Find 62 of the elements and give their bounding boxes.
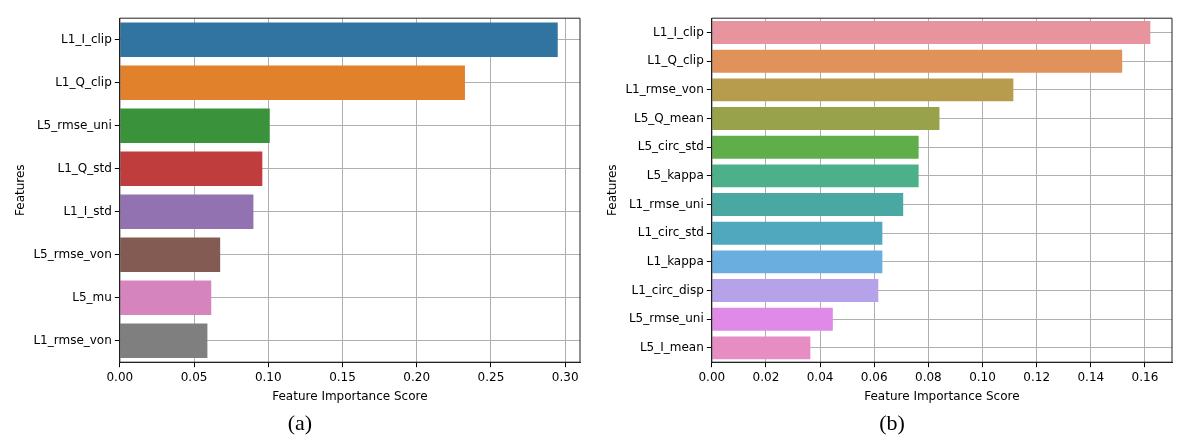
text: (a) [287, 410, 313, 436]
x-tick-label: 0.10 [969, 369, 996, 384]
y-tick-label: L5_I_mean [639, 339, 704, 354]
bar [712, 135, 919, 159]
x-tick-label: 0.04 [806, 369, 834, 384]
bar [120, 323, 208, 358]
y-tick-label: L5_rmse_uni [36, 117, 112, 132]
x-tick-label: 0.06 [860, 369, 888, 384]
y-tick-label: L1_I_clip [61, 31, 112, 46]
y-tick-label: L1_rmse_von [625, 81, 704, 96]
x-axis-title: Feature Importance Score [272, 388, 428, 403]
x-tick-label: 0.00 [106, 369, 134, 384]
y-tick-label: L5_rmse_von [33, 246, 112, 261]
bar [712, 250, 883, 274]
bar [712, 107, 940, 130]
bar [712, 193, 904, 216]
y-tick-label: L1_rmse_uni [628, 196, 704, 211]
y-tick-label: L5_mu [72, 289, 112, 304]
bar [712, 21, 1151, 44]
y-tick-label: L1_circ_disp [631, 282, 704, 297]
bar [120, 194, 254, 229]
y-tick-label: L5_rmse_uni [628, 311, 704, 326]
x-tick-label: 0.00 [698, 369, 726, 384]
y-tick-label: L1_Q_clip [55, 74, 112, 89]
bar [712, 49, 1123, 73]
y-tick-label: L5_kappa [646, 167, 704, 182]
x-tick-label: 0.12 [1023, 369, 1051, 384]
y-tick-label: L1_kappa [646, 253, 704, 268]
y-tick-label: L1_Q_std [57, 160, 112, 175]
x-tick-label: 0.08 [915, 369, 942, 384]
y-tick-label: L5_circ_std [637, 139, 704, 154]
x-tick-label: 0.14 [1077, 369, 1105, 384]
x-tick-label: 0.30 [551, 369, 579, 384]
bar [712, 164, 919, 188]
y-tick-label: L1_I_std [63, 203, 112, 218]
bar [712, 307, 833, 331]
x-tick-label: 0.02 [752, 369, 780, 384]
x-tick-label: 0.15 [329, 369, 356, 384]
bar [120, 280, 212, 315]
bar [712, 336, 811, 360]
x-tick-label: 0.10 [254, 369, 282, 384]
y-axis-title: Features [605, 164, 620, 216]
bar [120, 108, 270, 143]
x-tick-label: 0.20 [403, 369, 431, 384]
y-tick-label: L1_circ_std [637, 225, 704, 240]
x-axis-title: Feature Importance Score [864, 388, 1020, 403]
y-tick-label: L1_I_clip [653, 24, 704, 39]
y-tick-label: L5_Q_mean [634, 110, 704, 125]
text: (b) [879, 410, 905, 436]
bar [712, 279, 879, 302]
x-tick-label: 0.05 [180, 369, 208, 384]
y-tick-label: L1_Q_clip [647, 53, 704, 68]
y-tick-label: L1_rmse_von [33, 332, 112, 347]
bar [712, 221, 883, 245]
bar [120, 151, 263, 186]
bar [120, 22, 558, 57]
bar [120, 65, 465, 100]
bar [712, 78, 1014, 102]
y-axis-title: Features [13, 164, 28, 216]
x-tick-label: 0.16 [1131, 369, 1159, 384]
bar [120, 237, 221, 272]
x-tick-label: 0.25 [477, 369, 505, 384]
